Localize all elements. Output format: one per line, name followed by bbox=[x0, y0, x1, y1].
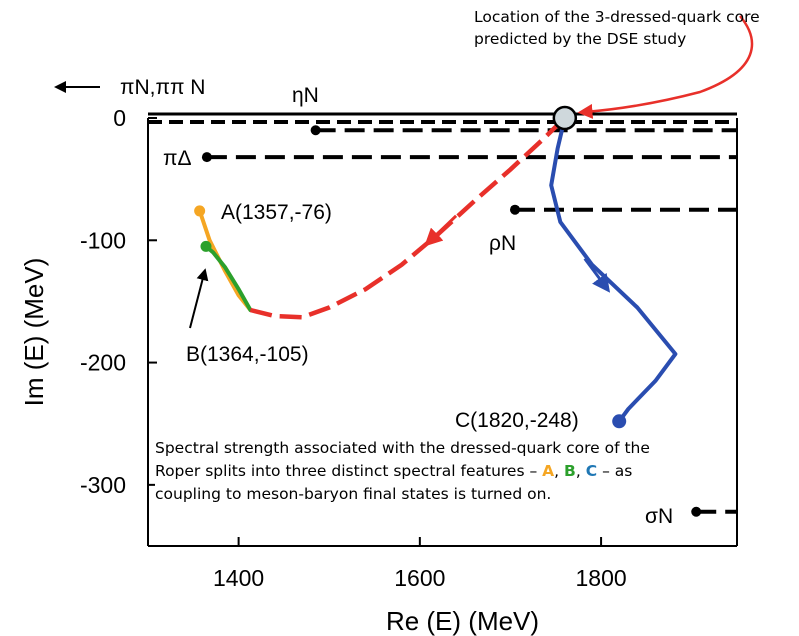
point-b bbox=[200, 240, 212, 252]
core-marker bbox=[552, 105, 578, 131]
b-pointer-arrow bbox=[189, 268, 209, 329]
dse-direction-arrow bbox=[424, 214, 458, 247]
threshold-label: πΔ bbox=[163, 147, 192, 170]
x-tick-label: 1800 bbox=[575, 565, 626, 591]
spectral-note-prefix: Spectral strength associated with the dr… bbox=[155, 439, 650, 480]
y-tick-label: 0 bbox=[113, 105, 126, 131]
point-c bbox=[612, 414, 627, 429]
threshold-dot bbox=[201, 152, 212, 163]
y-tick-label: -100 bbox=[80, 227, 126, 253]
series-c-line bbox=[549, 117, 678, 423]
core-callout-arrow bbox=[577, 15, 754, 119]
x-tick-label: 1600 bbox=[394, 565, 445, 591]
spectral-note-sep1: , bbox=[554, 462, 560, 480]
threshold-dot bbox=[691, 506, 702, 517]
y-tick-label: -300 bbox=[80, 472, 126, 498]
spectral-note-c: C bbox=[585, 462, 598, 480]
threshold-label: σN bbox=[645, 505, 673, 528]
dse-path-line bbox=[249, 116, 567, 320]
y-axis-title: Im (E) (MeV) bbox=[19, 258, 49, 407]
threshold-dot bbox=[509, 204, 520, 215]
spectral-note-sep2: , bbox=[575, 462, 581, 480]
threshold-label: ρN bbox=[489, 232, 516, 255]
threshold-label: ηN bbox=[292, 84, 319, 107]
point-a bbox=[194, 205, 206, 217]
point-c-label: C(1820,-248) bbox=[455, 409, 579, 432]
x-axis-title: Re (E) (MeV) bbox=[386, 606, 539, 636]
spectral-note-suffix: – as coupling to meson-baryon final stat… bbox=[155, 462, 633, 503]
y-tick-label: -200 bbox=[80, 350, 126, 376]
x-tick-label: 1400 bbox=[213, 565, 264, 591]
spectral-note-b: B bbox=[564, 462, 576, 480]
series-c-direction-arrow bbox=[583, 257, 611, 293]
core-location-note: Location of the 3-dressed-quark core pre… bbox=[474, 8, 760, 48]
spectral-note-a: A bbox=[542, 462, 555, 480]
point-a-label: A(1357,-76) bbox=[221, 201, 332, 224]
spectral-note: Spectral strength associated with the dr… bbox=[155, 437, 665, 506]
threshold-dot bbox=[310, 125, 321, 136]
threshold-label: πN,ππ N bbox=[120, 76, 205, 99]
series-b-line bbox=[204, 244, 253, 312]
point-b-label: B(1364,-105) bbox=[186, 343, 309, 366]
